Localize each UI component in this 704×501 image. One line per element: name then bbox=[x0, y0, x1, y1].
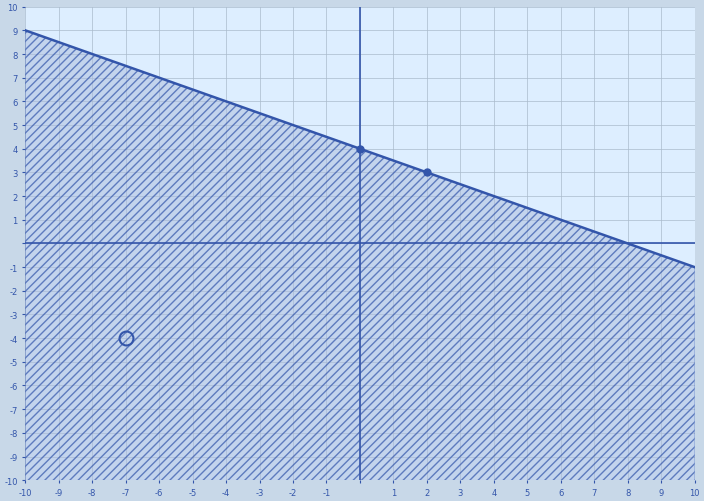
Polygon shape bbox=[25, 31, 695, 480]
